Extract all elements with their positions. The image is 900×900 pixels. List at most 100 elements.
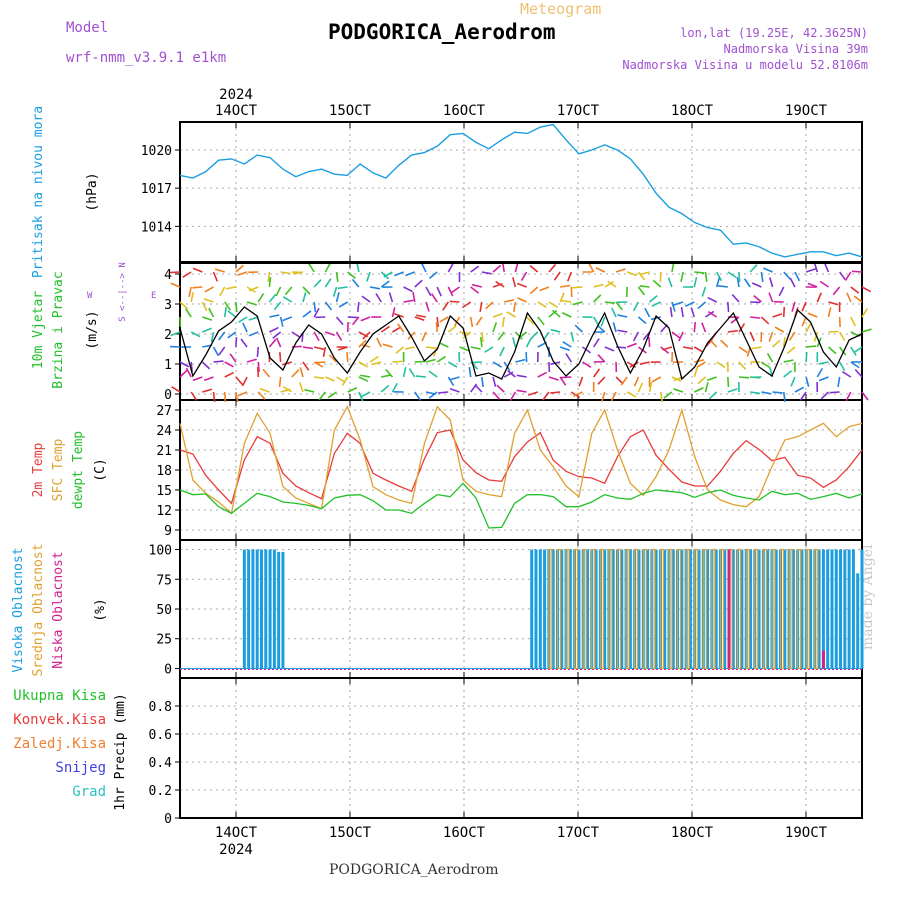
wind-arrow [506,311,516,318]
wind-arrow [308,263,315,273]
bottom-x-tick-label: 16OCT [443,825,486,841]
wind-arrow [369,355,379,363]
y-tick-label: 0.6 [149,728,172,743]
precip-axis-unit: 1hr Precip (mm) [113,693,128,810]
wind-arrow [383,271,393,278]
wind-axis-title: 10m Vjetar [31,291,46,369]
lonlat-readout: lon,lat (19.25E, 42.3625N) [680,26,868,40]
wind-arrow [651,376,662,383]
y-tick-label: 3 [164,298,172,313]
wind-arrow [469,316,474,327]
wind-arrow [639,361,650,365]
y-tick-label: 15 [156,484,172,499]
wind-arrow [791,301,796,312]
wind-arrow [425,358,436,363]
wind-arrow [179,301,189,310]
mid-cloud-bar [608,548,613,670]
wind-arrow [481,331,484,343]
wind-arrow [436,316,440,328]
y-tick-label: 0 [164,812,172,827]
wind-arrow [428,271,438,280]
mid-cloud-bar [642,548,647,670]
wind-arrow [380,271,390,280]
wind-arrow [358,339,367,348]
wind-arrow [829,391,840,394]
wind-arrow [358,376,369,382]
bottom-x-tick-label: 15OCT [329,825,372,841]
wind-arrow [707,296,718,303]
wind-arrow [314,376,325,380]
wind-arrow [509,391,517,402]
wind-arrow [192,286,203,289]
wind-arrow [601,391,606,402]
wind-arrow [447,325,457,333]
pressure-axis-title: Pritisak na nivou mora [31,106,46,278]
wind-arrow [818,361,829,365]
wind-arrow [281,361,293,366]
wind-arrow [632,301,640,312]
wind-arrow [669,306,673,318]
high-cloud-bar [821,549,825,669]
wind-arrow [203,376,214,382]
wind-arrow [403,286,413,293]
wind-arrow [439,316,449,323]
wind-arrow [470,286,480,294]
wind-arrow [548,309,558,318]
wind-arrow [526,316,535,325]
wind-arrow [805,376,810,387]
wind-arrow [182,271,192,278]
wind-arrow [743,278,751,288]
wind-arrow [769,277,774,288]
wind-arrow [302,346,313,350]
wind-arrow [671,301,676,312]
station-title: PODGORICA_Aerodrom [328,20,556,44]
wind-arrow [404,346,415,350]
high-cloud-bar [826,549,830,669]
wind-arrow [841,370,852,378]
wind-arrow [335,331,343,342]
wind-arrow [269,326,279,333]
wind-arrow [682,346,694,350]
wind-arrow [850,316,856,327]
wind-arrow [504,299,515,303]
wind-arrow [570,331,575,342]
high-cloud-bar [783,549,787,669]
wind-arrow [453,316,461,327]
wind-arrow [275,337,282,348]
wind-arrow [492,312,503,318]
wind-arrow [615,301,623,311]
wind-arrow [854,369,863,378]
wind-arrow [559,346,570,352]
wind-arrow [518,331,528,339]
wind-arrow [237,271,248,276]
wind-arrow [705,310,715,318]
wind-arrow [402,367,407,378]
wind-arrow [596,324,606,333]
wind-arrow [479,336,483,348]
cloud-axis-unit: (%) [93,598,108,621]
mid-cloud-bar [556,548,562,670]
wind-arrow [604,301,615,305]
wind-arrow [278,376,282,388]
top-x-tick-label: 16OCT [443,103,486,119]
wind-arrow [492,361,503,368]
wind-arrow [751,282,762,288]
meteogram-label: Meteogram [520,0,602,18]
wind-arrow [772,391,783,394]
wind-speed-line [179,306,863,381]
high-cloud-bar [800,549,804,669]
wind-arrow [204,286,214,293]
wind-arrow [529,286,539,295]
wind-arrow [227,331,237,339]
cloud-axis-title: Visoka Oblacnost [11,547,26,672]
high-cloud-bar [740,549,744,669]
wind-arrow [750,391,761,395]
high-cloud-bar [585,549,589,669]
footer-station: PODGORICA_Aerodrom [329,862,499,878]
wind-arrow [697,301,706,310]
wind-arrow [208,307,215,318]
wind-arrow [805,322,812,333]
wind-arrow [356,301,360,313]
wind-arrow [607,280,617,288]
